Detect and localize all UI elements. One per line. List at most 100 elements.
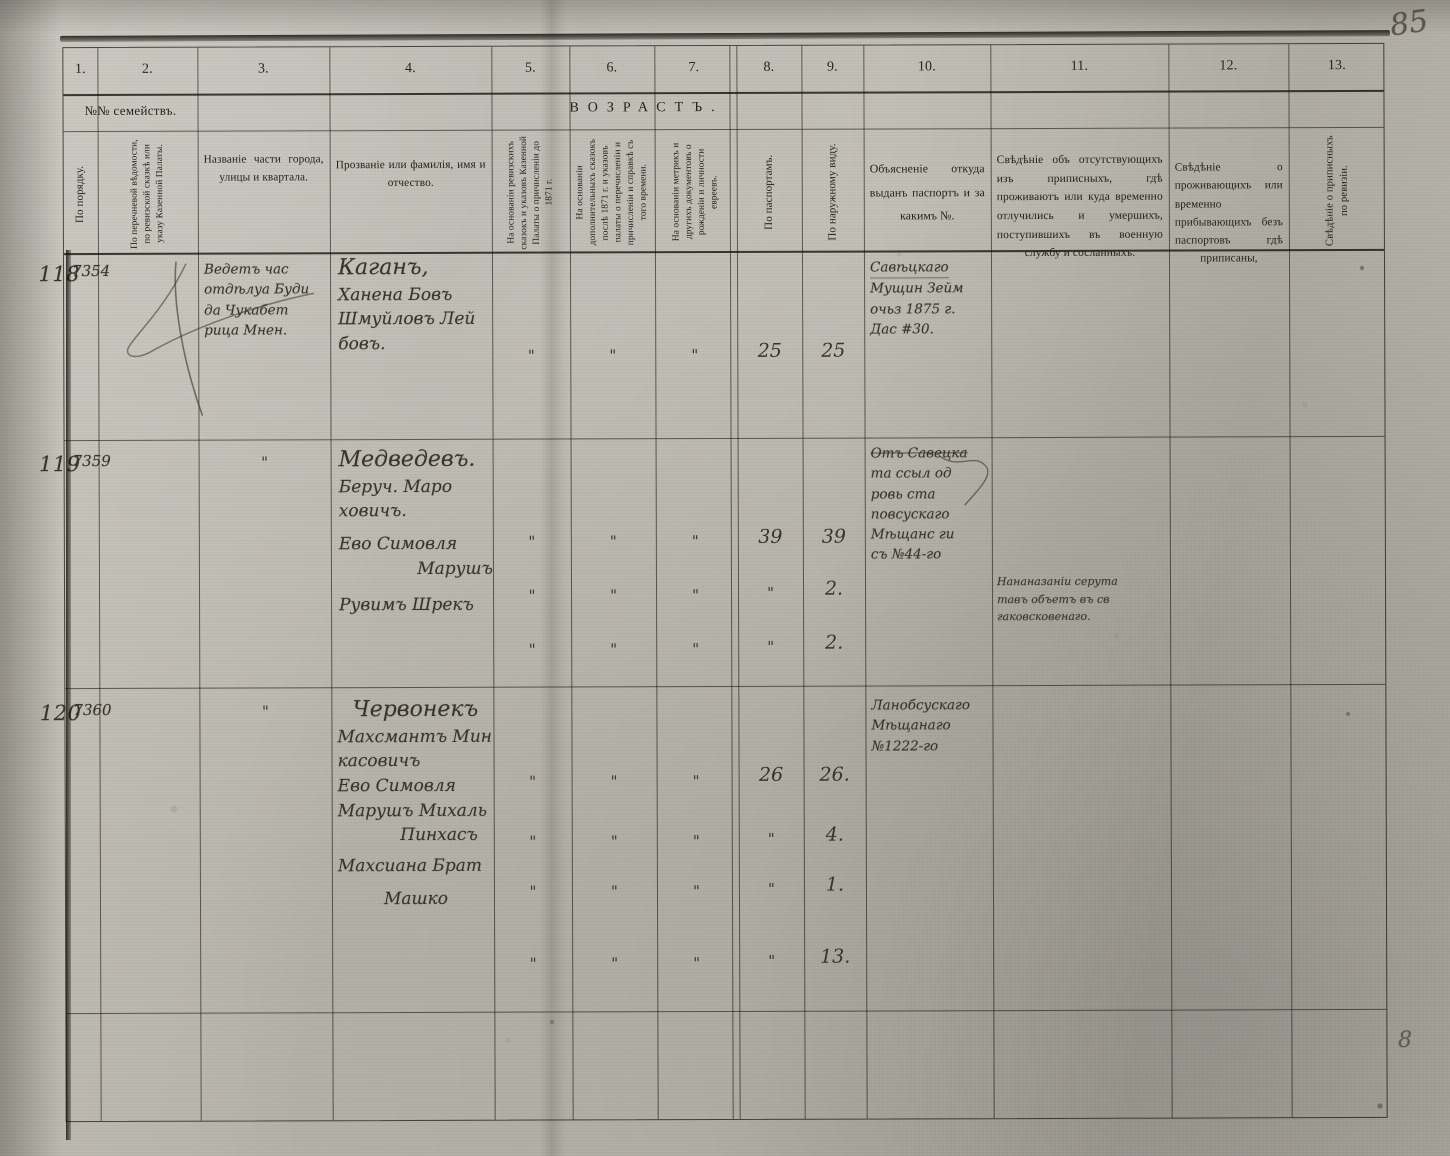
col-rule-3 [329,47,334,1121]
row-age-by-appearance: 26. [819,763,850,786]
sub-row-col7-ditto: " [693,954,701,973]
col-rule-2 [197,47,202,1121]
row-col7-ditto: " [691,346,699,365]
sub-row-age-passport: " [767,583,775,602]
locality-line: рица Мнен. [204,322,288,339]
row-col5-ditto: " [527,346,535,365]
locality-line: да Чукабет [204,301,289,319]
surname-line: Каганъ, [337,254,429,281]
relation-line: Ево Симовля [337,775,456,797]
row-locality: Ведетъ час отдѣлуа Буди да Чукабет рица … [204,259,328,340]
header-col-1: По порядку. [73,165,86,223]
header-col-7: На основаніи метрикъ и другихъ документо… [671,142,720,242]
sub-row-age-appearance: 2. [825,631,844,654]
colnum-13: 13. [1327,58,1346,74]
row-passport-note: Савѣцкаго Мущин Зейм очьз 1875 г. Дас #3… [869,257,988,339]
surname-line: Медведевъ. [338,446,476,473]
sub-row-col6-ditto: " [610,832,618,851]
sub-row-age-appearance: 2. [824,577,844,600]
row-passport-note: Отъ Савецка та ссыл од ровь ста повсуска… [871,443,991,565]
passport-note-line: очьз 1875 г. [870,300,956,318]
header-col-8: По паспортамъ. [762,154,775,230]
row-age-by-passport: 26 [758,763,784,786]
row-age-by-passport: 25 [757,339,782,362]
sub-row-col6-ditto: " [610,640,618,659]
group-header-families: №№ семействъ. [84,102,177,119]
header-col-9: По наружному виду. [826,143,839,241]
rule-row-118-bottom [64,435,1385,442]
header-col-6: На основаніи дополнительныхъ сказокъ пос… [575,139,649,246]
row-locality-ditto: " [261,453,269,472]
absent-note-line: тавъ объетъ въ св [997,592,1110,606]
colnum-4: 4. [404,60,416,77]
relation-line: Ево Симовля [338,533,458,555]
patronymic-line: ховичъ. [338,501,407,522]
rule-row-119-bottom [65,683,1386,690]
row-col6-ditto: " [609,346,617,365]
colnum-10: 10. [917,59,936,75]
sub-row-age-passport: " [767,637,775,656]
header-col-5: На основаніи ревизскихъ сказокъ и указов… [506,135,555,250]
sub-row-age-passport: " [768,951,776,970]
table-row: 118 7354 Ведетъ час отдѣлуа Буди да Чука… [38,44,1383,416]
row-name: Каганъ, Ханена Бовъ Шмуйловъ Лей бовъ. [338,253,490,357]
colnum-7: 7. [688,60,700,76]
sub-row-col6-ditto: " [610,882,618,901]
sub-row-col7-ditto: " [692,832,700,851]
folio-number: 85 [1387,3,1431,44]
given-name-line: Беруч. Маро [338,476,453,497]
sub-row-col5-ditto: " [529,882,537,901]
top-edge-shadow [0,0,1450,34]
given-name-line: Ханена Бовъ [338,284,453,305]
row-age-by-passport: 39 [758,525,783,548]
passport-note-line: ровь ста [870,485,936,503]
sub-row-age-passport: " [767,829,775,848]
header-col-3: Названіе части города, улицы и квартала. [203,153,324,184]
passport-note-line: Мѣщанаго [871,717,951,734]
table-row: 120 7360 " Червонекъ Махсмантъ Мин касов… [40,44,1383,973]
row-col7-ditto: " [691,532,699,551]
row-col6-ditto: " [610,772,618,791]
passport-note-line: Мѣщанс ги [870,526,955,543]
row-age-by-appearance: 25 [821,339,846,362]
row-absent-note: Нананазаніи серута тавъ объетъ въ св гак… [997,573,1169,626]
passport-note-line: Мущин Зейм [870,280,964,297]
row-col6-ditto: " [609,532,617,551]
passport-note-line: съ №44-го [870,546,942,563]
sub-row-age-appearance: 1. [825,873,845,896]
passport-note-line: №1222-го [871,737,939,755]
colnum-3: 3. [257,61,269,77]
sub-row-col5-ditto: " [528,640,536,659]
row-col5-ditto: " [528,532,536,551]
sub-row-col6-ditto: " [611,954,619,973]
sub-row-age-appearance: 4. [825,823,844,846]
form-top-rule [59,30,1391,42]
row-locality-ditto: " [261,702,269,721]
header-col-10: Объясненіе откуда выданъ паспортъ и за к… [869,161,985,223]
relation-name-line: Марушъ [417,558,493,579]
passport-note-line: Отъ Савецка [870,445,968,462]
header-col-2: По перечневой вѣдомости, по ревизской ск… [129,139,166,249]
child-name-line: Пинхасъ [400,825,478,846]
register-table: 1. 2. 3. 4. 5. 6. 7. 8. 9. 10. 11. 12. 1… [38,42,1388,1123]
row-age-by-appearance: 39 [821,525,846,548]
passport-note-line: Ланобсускаго [871,697,971,714]
sub-row-col6-ditto: " [610,586,618,605]
colnum-1: 1. [74,62,86,78]
sub-row-col5-ditto: " [529,954,537,973]
header-col-4: Прозваніе или фамилія, имя и отчество. [335,158,486,189]
sub-row-col7-ditto: " [692,882,700,901]
row-passport-note: Ланобсускаго Мѣщанаго №1222-го [871,695,991,756]
locality-line: Ведетъ час [203,261,289,278]
child-name-line: Махсиана Брат [337,855,483,877]
passport-note-line: та ссыл од [870,465,952,482]
header-col-12: Свѣдѣніе о проживающихъ или временно при… [1174,161,1283,265]
child-name-line: Рувимъ Шрекъ [339,595,474,616]
surname-line: Червонекъ [352,696,479,723]
folio-number-bottom: 8 [1398,1028,1412,1053]
sub-row-age-appearance: 13. [820,945,851,968]
rule-under-group-labels [63,126,1384,133]
table-row: 119 7359 " Медведевъ. Беруч. Маро ховичъ… [39,44,1383,658]
row-name: Медведевъ. Беруч. Маро ховичъ. Ево Симов… [339,445,494,618]
